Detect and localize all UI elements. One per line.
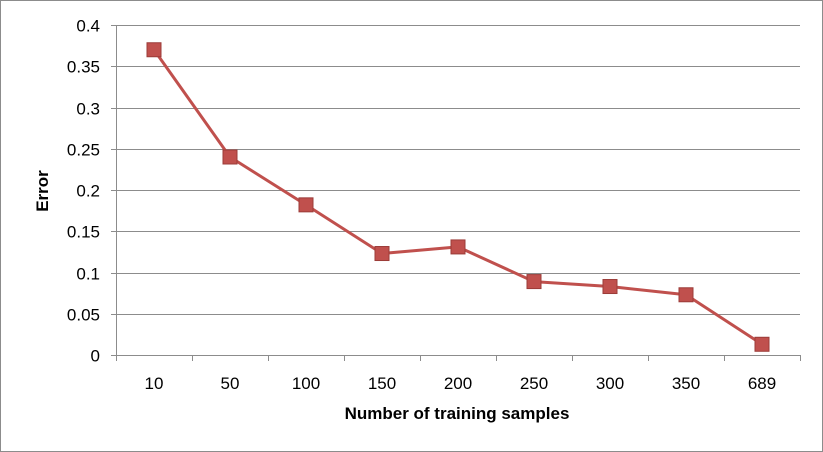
axes (111, 25, 801, 361)
x-tick-label: 100 (292, 374, 320, 393)
y-tick-label: 0.1 (76, 265, 100, 284)
data-point-marker (754, 336, 770, 352)
y-axis-title: Error (33, 170, 52, 212)
x-tick-label: 10 (145, 374, 164, 393)
y-tick-label: 0.4 (76, 17, 100, 36)
y-tick-label: 0.05 (67, 306, 100, 325)
y-tick-label: 0.2 (76, 182, 100, 201)
data-point-marker (146, 42, 162, 58)
series-layer (146, 42, 770, 352)
x-tick-label: 150 (368, 374, 396, 393)
x-tick-label: 200 (444, 374, 472, 393)
data-point-marker (678, 287, 694, 303)
x-tick-label: 300 (596, 374, 624, 393)
x-tick-label: 689 (748, 374, 776, 393)
data-point-marker (602, 279, 618, 295)
x-tick-label: 250 (520, 374, 548, 393)
y-tick-label: 0.35 (67, 58, 100, 77)
y-tick-label: 0.3 (76, 100, 100, 119)
series-line (152, 48, 763, 346)
x-axis-title: Number of training samples (345, 404, 570, 423)
data-point-marker (298, 197, 314, 213)
x-tick-labels: 10 50 100 150 200 250 300 350 689 (145, 374, 777, 393)
data-point-marker (222, 149, 238, 165)
y-tick-label: 0.15 (67, 223, 100, 242)
data-point-marker (374, 246, 390, 262)
data-point-marker (526, 274, 542, 290)
x-tick-label: 50 (221, 374, 240, 393)
y-tick-label: 0 (91, 347, 100, 366)
y-tick-label: 0.25 (67, 141, 100, 160)
x-tick-label: 350 (672, 374, 700, 393)
y-tick-labels: 0 0.05 0.1 0.15 0.2 0.25 0.3 0.35 0.4 (67, 17, 100, 366)
data-point-marker (450, 239, 466, 255)
gridlines (116, 25, 800, 315)
